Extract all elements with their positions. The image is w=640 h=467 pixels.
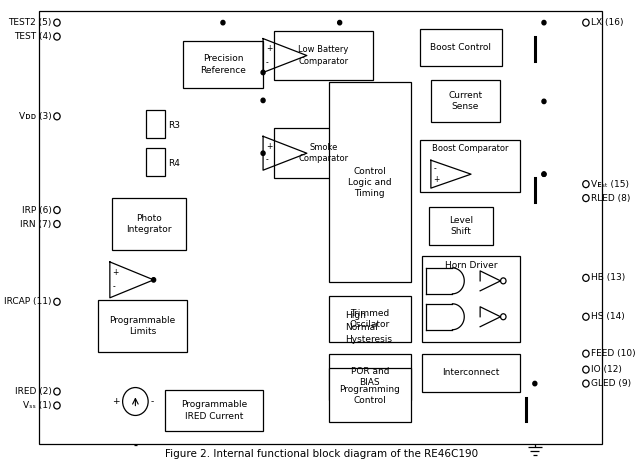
Bar <box>111 198 186 250</box>
Text: Current
Sense: Current Sense <box>449 92 483 112</box>
Bar <box>431 80 500 122</box>
Circle shape <box>261 71 265 75</box>
Circle shape <box>221 21 225 25</box>
Text: Vᴅᴅ (3): Vᴅᴅ (3) <box>19 112 51 121</box>
Bar <box>420 28 502 66</box>
Text: GLED (9): GLED (9) <box>591 379 632 388</box>
Text: HB (13): HB (13) <box>591 273 626 283</box>
Text: FEED (10): FEED (10) <box>591 349 636 358</box>
Text: IRED (2): IRED (2) <box>15 387 51 396</box>
Text: RLED (8): RLED (8) <box>591 194 631 203</box>
Text: High: High <box>345 311 366 320</box>
Text: TEST2 (5): TEST2 (5) <box>8 18 51 27</box>
Bar <box>98 300 188 352</box>
Circle shape <box>542 21 546 25</box>
Circle shape <box>338 21 342 25</box>
Bar <box>183 41 263 88</box>
Text: Trimmed
Oscilator: Trimmed Oscilator <box>349 309 390 329</box>
Bar <box>147 148 164 176</box>
Text: Photo
Integrator: Photo Integrator <box>126 214 172 234</box>
Text: +: + <box>266 44 272 53</box>
Bar <box>274 31 372 80</box>
Bar <box>147 110 164 138</box>
Text: Level
Shift: Level Shift <box>449 216 473 236</box>
Text: Vₛₛ (1): Vₛₛ (1) <box>23 401 51 410</box>
Text: Hysteresis: Hysteresis <box>345 335 392 344</box>
Bar <box>274 128 372 178</box>
Circle shape <box>542 172 546 177</box>
Text: R3: R3 <box>168 121 180 130</box>
Text: Smoke
Comparator: Smoke Comparator <box>298 143 348 163</box>
Text: POR and
BIAS: POR and BIAS <box>351 367 389 387</box>
Text: -: - <box>266 156 269 164</box>
Text: Figure 2. Internal functional block diagram of the RE46C190: Figure 2. Internal functional block diag… <box>165 449 478 460</box>
Circle shape <box>261 98 265 103</box>
Bar <box>329 296 411 342</box>
Text: TEST (4): TEST (4) <box>14 32 51 41</box>
Text: Control
Logic and
Timing: Control Logic and Timing <box>348 167 392 198</box>
Text: +: + <box>113 268 119 277</box>
Bar <box>164 389 263 432</box>
Text: IO (12): IO (12) <box>591 365 622 374</box>
Text: IRCAP (11): IRCAP (11) <box>4 297 51 306</box>
Circle shape <box>261 151 265 156</box>
Text: Programmable
IRED Current: Programmable IRED Current <box>180 400 247 420</box>
Bar <box>422 256 520 342</box>
Text: Low Battery
Comparator: Low Battery Comparator <box>298 45 348 65</box>
Text: -: - <box>434 164 436 173</box>
Text: -: - <box>151 397 154 406</box>
Text: +: + <box>434 175 440 184</box>
Bar <box>420 140 520 192</box>
Circle shape <box>533 382 537 386</box>
Circle shape <box>542 172 546 177</box>
Text: IRP (6): IRP (6) <box>22 205 51 214</box>
Circle shape <box>542 99 546 104</box>
Text: -: - <box>266 58 269 67</box>
Bar <box>429 207 493 245</box>
Text: Boost Control: Boost Control <box>431 43 492 52</box>
Bar <box>329 368 411 423</box>
Text: Interconnect: Interconnect <box>442 368 500 377</box>
Text: Programming
Control: Programming Control <box>339 385 400 405</box>
Bar <box>422 354 520 391</box>
Text: +: + <box>266 142 272 151</box>
Text: -: - <box>113 283 115 291</box>
Text: Horn Driver: Horn Driver <box>445 262 497 270</box>
Text: Boost Comparator: Boost Comparator <box>432 144 508 153</box>
Text: IRN (7): IRN (7) <box>20 219 51 228</box>
Bar <box>329 354 411 399</box>
Text: Normal: Normal <box>345 323 378 332</box>
Circle shape <box>152 278 156 282</box>
Text: LX (16): LX (16) <box>591 18 624 27</box>
Text: Vᴇₛₜ (15): Vᴇₛₜ (15) <box>591 180 629 189</box>
Text: Programmable
Limits: Programmable Limits <box>109 316 176 336</box>
Text: R4: R4 <box>168 159 180 168</box>
Bar <box>329 83 411 282</box>
Text: Precision
Reference: Precision Reference <box>200 55 246 75</box>
Text: +: + <box>113 397 120 406</box>
Text: HS (14): HS (14) <box>591 312 625 321</box>
